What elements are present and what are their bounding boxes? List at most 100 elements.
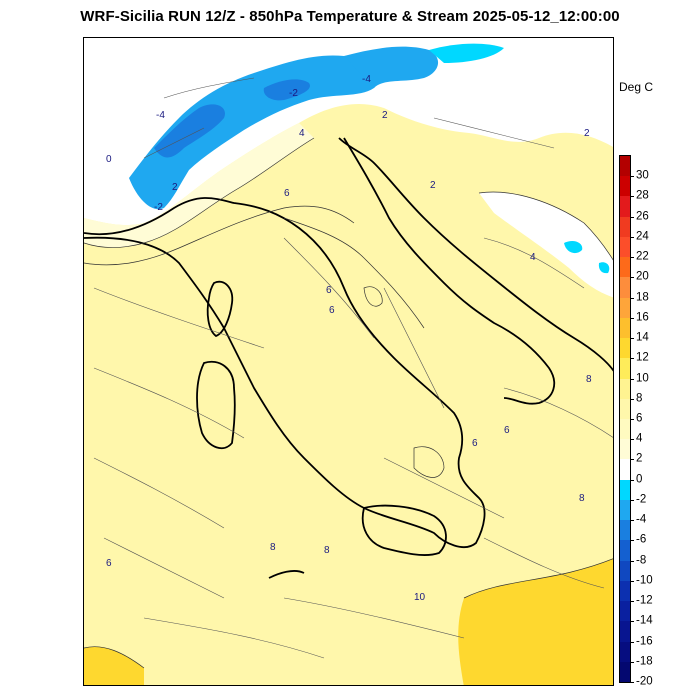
- contour-label: 6: [504, 425, 510, 436]
- contour-label: 8: [270, 542, 276, 553]
- colorbar-segment: [620, 499, 630, 521]
- alps-cold-1: [129, 55, 378, 210]
- colorbar-segment: [620, 520, 630, 541]
- colorbar-tick-mark: [631, 358, 634, 360]
- colorbar-segment: [620, 459, 630, 481]
- colorbar-tick-mark: [631, 419, 634, 420]
- contour-label: 6: [472, 438, 478, 449]
- contour-label: -2: [154, 202, 163, 213]
- colorbar-tick-label: 24: [636, 230, 649, 243]
- alps-cold-2: [344, 46, 439, 88]
- contour-label: 0: [106, 154, 112, 165]
- colorbar-tick-mark: [631, 560, 634, 562]
- colorbar-segment: [620, 257, 630, 278]
- colorbar-tick-mark: [631, 621, 634, 623]
- contours: [84, 137, 613, 669]
- colorbar-segment: [620, 358, 630, 380]
- colorbar-tick-mark: [631, 277, 634, 279]
- east-cold-patch: [564, 240, 583, 254]
- warm-zone-10-left: [84, 646, 144, 685]
- colorbar-tick-mark: [631, 540, 634, 542]
- colorbar-segment: [620, 419, 630, 440]
- colorbar-tick-label: 26: [636, 209, 649, 222]
- colorbar-tick-mark: [631, 317, 634, 319]
- colorbar-tick-mark: [631, 297, 634, 299]
- colorbar-tick-mark: [631, 216, 634, 218]
- colorbar: [619, 155, 631, 683]
- colorbar-tick-mark: [631, 601, 634, 603]
- colorbar-segment: [620, 277, 630, 299]
- contour-label: 10: [414, 592, 426, 603]
- colorbar-segment: [620, 378, 630, 400]
- colorbar-tick-label: -10: [636, 574, 653, 587]
- cold-zone-east: [479, 192, 613, 298]
- colorbar-tick-label: 6: [636, 412, 643, 425]
- contour-label: 8: [324, 545, 330, 556]
- colorbar-tick-label: 20: [636, 270, 649, 283]
- colorbar-tick-label: 16: [636, 311, 649, 324]
- colorbar-segment: [620, 317, 630, 339]
- warm-zone-10: [458, 558, 613, 685]
- contour-labels: -4 -2 0 2 4 6 6 -4 -2 2 2 2 4 6 6 8 8 8 …: [106, 74, 592, 603]
- colorbar-tick-label: 10: [636, 371, 649, 384]
- colorbar-tick-label: -8: [636, 553, 647, 566]
- colorbar-tick-mark: [631, 479, 634, 481]
- colorbar-segment: [620, 560, 630, 582]
- colorbar-tick-label: 22: [636, 250, 649, 263]
- colorbar-tick-mark: [631, 439, 634, 441]
- colorbar-tick-mark: [631, 236, 634, 238]
- adriatic-east-coastline: [338, 137, 613, 372]
- colorbar-segment: [620, 621, 630, 643]
- colorbar-tick-label: 8: [636, 392, 643, 405]
- contour-label: 4: [299, 128, 305, 139]
- sardinia: [196, 360, 236, 450]
- map-title: WRF-Sicilia RUN 12/Z - 850hPa Temperatur…: [80, 8, 620, 25]
- coastlines: [84, 137, 613, 579]
- alps-cold-5: [429, 43, 504, 63]
- colorbar-tick-mark: [631, 580, 634, 582]
- colorbar-tick-label: 12: [636, 351, 649, 364]
- contour-label: 8: [579, 493, 585, 504]
- colorbar-tick-label: -20: [636, 675, 653, 688]
- colorbar-segment: [620, 216, 630, 238]
- colorbar-tick-mark: [631, 196, 634, 198]
- colorbar-tick-mark: [631, 520, 634, 522]
- colorbar-tick-mark: [631, 499, 634, 501]
- colorbar-segment: [620, 398, 630, 420]
- colorbar-tick-label: 30: [636, 169, 649, 182]
- colorbar-tick-mark: [631, 398, 634, 400]
- streamlines: [93, 77, 613, 659]
- temperature-map: -4 -2 0 2 4 6 6 -4 -2 2 2 2 4 6 6 8 8 8 …: [83, 37, 614, 686]
- colorbar-segment: [620, 338, 630, 359]
- colorbar-segment: [620, 297, 630, 319]
- colorbar-tick-label: 18: [636, 290, 649, 303]
- colorbar-tick-label: -14: [636, 614, 653, 627]
- contour-label: -4: [362, 74, 371, 85]
- sicily: [361, 504, 447, 556]
- colorbar-tick-label: -16: [636, 634, 653, 647]
- colorbar-segment: [620, 479, 630, 501]
- contour-label: 2: [172, 182, 178, 193]
- colorbar-tick-label: 2: [636, 452, 643, 465]
- italy-coastline: [84, 197, 486, 548]
- contour-label: 6: [106, 558, 112, 569]
- unit-label: Deg C: [619, 80, 654, 94]
- colorbar-segment: [620, 196, 630, 218]
- colorbar-tick-label: 14: [636, 331, 649, 344]
- east-cold-patch-2: [598, 262, 610, 274]
- italy-east-coast: [343, 137, 556, 405]
- contour-label: 6: [326, 285, 332, 296]
- colorbar-tick-mark: [631, 257, 634, 259]
- colorbar-segment: [620, 661, 630, 683]
- colorbar-segment: [620, 236, 630, 258]
- colorbar-segment: [620, 156, 630, 177]
- north-africa-coast: [268, 570, 305, 579]
- contour-label: -4: [156, 110, 165, 121]
- colorbar-tick-label: -2: [636, 493, 647, 506]
- colorbar-tick-label: -12: [636, 594, 653, 607]
- colorbar-tick-label: -18: [636, 655, 653, 668]
- contour-label: 8: [586, 374, 592, 385]
- colorbar-tick-mark: [631, 378, 634, 380]
- colorbar-segment: [620, 176, 630, 197]
- contour-label: 2: [382, 110, 388, 121]
